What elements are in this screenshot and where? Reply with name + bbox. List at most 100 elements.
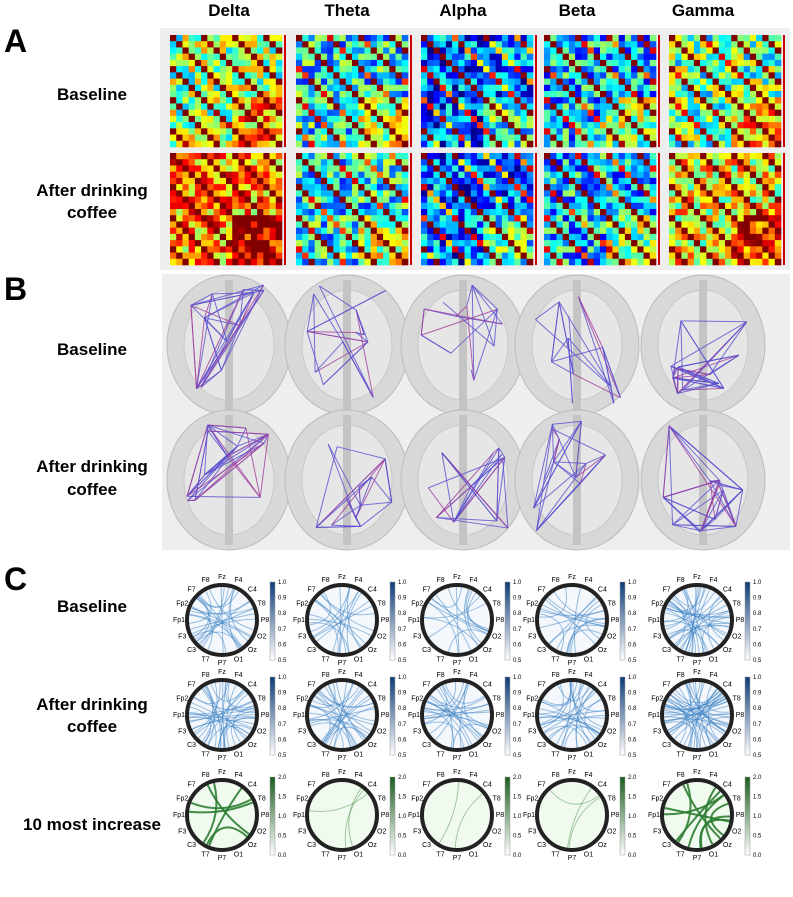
heatmap-cell xyxy=(321,116,328,123)
heatmap-cell xyxy=(521,221,528,228)
heatmap-cell xyxy=(195,41,202,48)
heatmap-cell xyxy=(700,110,707,117)
heatmap-cell xyxy=(631,141,638,148)
colorbar-tick: 1.0 xyxy=(278,675,287,681)
heatmap-cell xyxy=(669,41,676,48)
heatmap-cell xyxy=(182,253,189,260)
heatmap-cell xyxy=(719,234,726,241)
heatmap-cell xyxy=(769,103,776,110)
heatmap-cell xyxy=(308,253,315,260)
heatmap-cell xyxy=(315,85,322,92)
heatmap-cell xyxy=(176,184,183,191)
heatmap-cell xyxy=(251,60,258,67)
heatmap-cell xyxy=(637,240,644,247)
heatmap-cell xyxy=(563,203,570,210)
heatmap-cell xyxy=(600,85,607,92)
heatmap-cell xyxy=(731,234,738,241)
heatmap-cell xyxy=(769,91,776,98)
heatmap-cell xyxy=(631,228,638,235)
heatmap-cell xyxy=(371,240,378,247)
heatmap-cell xyxy=(471,60,478,67)
heatmap-cell xyxy=(396,178,403,185)
heatmap-cell xyxy=(631,259,638,266)
heatmap-cell xyxy=(514,259,521,266)
electrode-label: O2 xyxy=(732,828,741,835)
heatmap-cell xyxy=(302,215,309,222)
heatmap-cell xyxy=(182,103,189,110)
heatmap-cell xyxy=(371,91,378,98)
heatmap-cell xyxy=(452,60,459,67)
heatmap-cell xyxy=(458,128,465,135)
heatmap-cell xyxy=(769,159,776,166)
heatmap-cell xyxy=(232,135,239,142)
heatmap-cell xyxy=(750,197,757,204)
heatmap-cell xyxy=(769,85,776,92)
heatmap-cell xyxy=(251,79,258,86)
heatmap-cell xyxy=(226,128,233,135)
heatmap-cell xyxy=(700,197,707,204)
heatmap-cell xyxy=(308,54,315,61)
heatmap-cell xyxy=(421,72,428,79)
heatmap-cell xyxy=(383,184,390,191)
heatmap-cell xyxy=(762,221,769,228)
heatmap-cell xyxy=(706,54,713,61)
heatmap-cell xyxy=(756,41,763,48)
heatmap-cell xyxy=(681,110,688,117)
heatmap-cell xyxy=(750,253,757,260)
heatmap-cell xyxy=(207,190,214,197)
heatmap-cell xyxy=(238,159,245,166)
heatmap-colorbar xyxy=(284,35,286,147)
heatmap-cell xyxy=(220,66,227,73)
heatmap-cell xyxy=(207,141,214,148)
heatmap-cell xyxy=(594,228,601,235)
heatmap-cell xyxy=(238,197,245,204)
heatmap-cell xyxy=(502,97,509,104)
heatmap-cell xyxy=(556,172,563,179)
heatmap-cell xyxy=(327,91,334,98)
heatmap-cell xyxy=(756,209,763,216)
heatmap-cell xyxy=(245,215,252,222)
electrode-label: Oz xyxy=(483,742,492,749)
heatmap-cell xyxy=(502,128,509,135)
heatmap-cell xyxy=(600,66,607,73)
heatmap-cell xyxy=(251,215,258,222)
heatmap-cell xyxy=(700,203,707,210)
heatmap-cell xyxy=(245,203,252,210)
heatmap-cell xyxy=(232,103,239,110)
heatmap-cell xyxy=(182,122,189,129)
heatmap-cell xyxy=(514,209,521,216)
heatmap-cell xyxy=(514,116,521,123)
electrode-label: C4 xyxy=(483,586,492,593)
heatmap-cell xyxy=(238,178,245,185)
heatmap-cell xyxy=(471,178,478,185)
heatmap-cell xyxy=(544,190,551,197)
heatmap-cell xyxy=(207,234,214,241)
heatmap-cell xyxy=(669,153,676,160)
heatmap-cell xyxy=(619,253,626,260)
heatmap-cell xyxy=(496,141,503,148)
heatmap-cell xyxy=(744,47,751,54)
heatmap-cell xyxy=(521,91,528,98)
heatmap-cell xyxy=(421,190,428,197)
heatmap-cell xyxy=(575,159,582,166)
heatmap-cell xyxy=(750,72,757,79)
electrode-label: F4 xyxy=(709,577,717,584)
electrode-label: F4 xyxy=(584,772,592,779)
heatmap-cell xyxy=(688,85,695,92)
heatmap-cell xyxy=(346,97,353,104)
heatmap-cell xyxy=(575,209,582,216)
heatmap-cell xyxy=(744,259,751,266)
heatmap-cell xyxy=(327,128,334,135)
heatmap-cell xyxy=(315,203,322,210)
heatmap-cell xyxy=(427,165,434,172)
colorbar-tick: 0.9 xyxy=(753,691,762,697)
heatmap-cell xyxy=(321,240,328,247)
heatmap-cell xyxy=(352,66,359,73)
heatmap-cell xyxy=(606,128,613,135)
heatmap-cell xyxy=(644,135,651,142)
heatmap-cell xyxy=(588,190,595,197)
heatmap-cell xyxy=(588,110,595,117)
heatmap-cell xyxy=(207,60,214,67)
heatmap-cell xyxy=(232,128,239,135)
colorbar-tick: 1.5 xyxy=(628,795,637,801)
